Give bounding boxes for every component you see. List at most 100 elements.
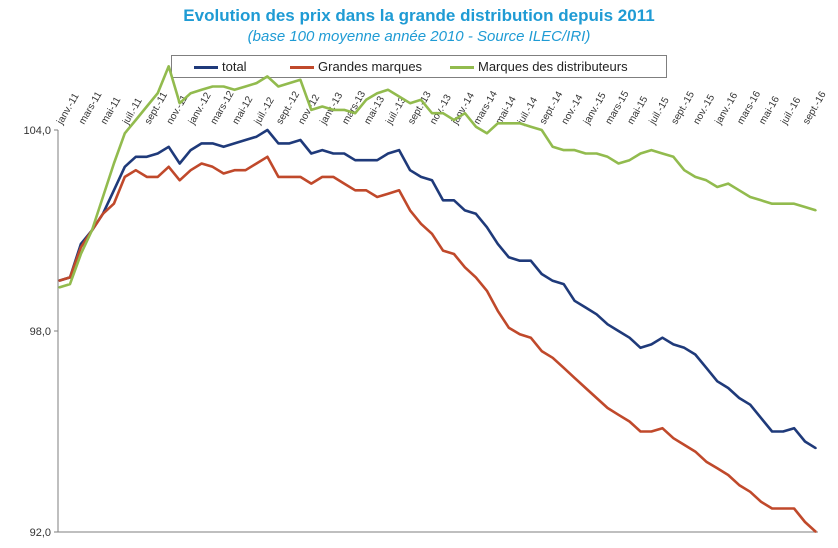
data-point xyxy=(145,156,148,158)
data-point xyxy=(376,196,378,198)
data-point xyxy=(727,387,730,389)
data-point xyxy=(650,430,653,433)
data-point xyxy=(288,82,291,84)
data-point xyxy=(167,145,170,148)
data-point xyxy=(244,85,247,88)
data-point xyxy=(760,417,762,419)
data-point xyxy=(365,189,367,192)
data-point xyxy=(332,176,335,178)
chart-legend: total Grandes marques Marques des distri… xyxy=(171,55,667,78)
data-point xyxy=(156,92,159,94)
data-point xyxy=(332,152,335,155)
data-point xyxy=(508,122,510,125)
data-point xyxy=(387,89,389,91)
data-point xyxy=(540,129,543,131)
legend-swatch-grandes-marques xyxy=(290,66,314,69)
data-point xyxy=(453,253,455,255)
data-point xyxy=(508,326,510,329)
data-point xyxy=(529,259,532,262)
data-point xyxy=(255,135,258,138)
data-point xyxy=(134,119,137,121)
data-point xyxy=(639,430,642,433)
data-point xyxy=(606,156,609,158)
data-point xyxy=(486,132,488,135)
data-point xyxy=(233,169,236,171)
data-point xyxy=(650,343,653,346)
data-point xyxy=(672,156,675,158)
data-point xyxy=(683,169,686,171)
data-point xyxy=(727,182,730,185)
data-point xyxy=(694,176,697,178)
data-point xyxy=(749,196,751,198)
data-point xyxy=(310,109,313,111)
data-point xyxy=(628,336,631,339)
data-point xyxy=(343,152,346,155)
data-point xyxy=(222,172,225,175)
data-point xyxy=(409,102,411,104)
data-point xyxy=(442,112,444,115)
data-point xyxy=(584,387,587,389)
data-point xyxy=(255,162,258,165)
data-point xyxy=(354,159,357,161)
data-point xyxy=(211,142,214,145)
data-point xyxy=(58,279,60,282)
data-point xyxy=(804,521,806,523)
data-point xyxy=(683,346,686,349)
data-point xyxy=(606,323,609,326)
data-point xyxy=(705,179,708,182)
data-point xyxy=(716,186,719,188)
data-point xyxy=(771,507,773,510)
data-point xyxy=(529,125,532,128)
data-point xyxy=(332,109,335,111)
data-point xyxy=(540,350,543,352)
x-tick-label: juil.-16 xyxy=(779,95,804,127)
data-point xyxy=(365,99,367,101)
data-point xyxy=(255,82,258,84)
data-point xyxy=(584,306,587,309)
data-point xyxy=(124,132,126,135)
data-point xyxy=(683,444,686,446)
data-point xyxy=(431,112,433,115)
data-point xyxy=(189,169,192,171)
data-point xyxy=(222,145,225,148)
data-point xyxy=(124,166,126,168)
data-point xyxy=(431,179,433,182)
data-point xyxy=(321,176,324,178)
data-point xyxy=(804,440,806,443)
data-point xyxy=(189,92,192,94)
data-point xyxy=(694,353,697,356)
data-point xyxy=(749,403,751,406)
chart-title: Evolution des prix dans la grande distri… xyxy=(183,6,655,25)
data-point xyxy=(277,142,280,145)
data-point xyxy=(694,450,697,453)
data-point xyxy=(672,343,675,346)
data-point xyxy=(420,99,422,101)
data-point xyxy=(321,105,324,108)
data-point xyxy=(354,112,357,115)
data-point xyxy=(584,152,587,155)
data-point xyxy=(398,189,400,192)
data-point xyxy=(771,202,773,205)
data-point xyxy=(398,95,400,98)
data-point xyxy=(738,189,741,192)
data-point xyxy=(464,209,466,212)
data-point xyxy=(738,397,741,399)
data-point xyxy=(409,169,411,171)
y-tick-label: 104,0 xyxy=(23,125,51,137)
data-point xyxy=(288,176,291,178)
data-point xyxy=(464,112,466,115)
data-point xyxy=(244,169,247,171)
data-point xyxy=(716,380,719,383)
x-tick-label: juil.-12 xyxy=(252,95,277,127)
data-point xyxy=(628,420,631,423)
data-point xyxy=(387,152,389,155)
data-point xyxy=(69,276,71,279)
data-point xyxy=(595,152,598,155)
data-point xyxy=(124,176,126,178)
data-point xyxy=(705,460,708,463)
data-point xyxy=(661,152,664,155)
data-point xyxy=(233,89,236,91)
data-point xyxy=(58,286,60,289)
data-point xyxy=(464,266,466,269)
